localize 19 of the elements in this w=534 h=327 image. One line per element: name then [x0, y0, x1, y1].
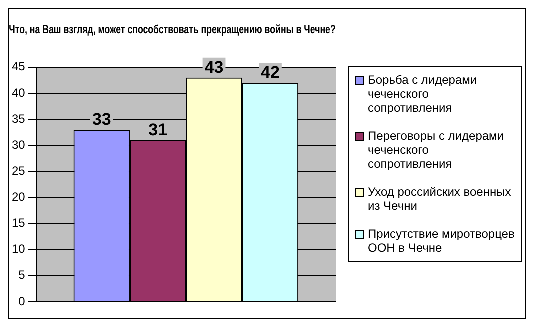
- y-tick-label: 10: [12, 242, 26, 256]
- legend-label: Уход российских военных из Чечни: [368, 184, 512, 212]
- chart-title: Что, на Ваш взгляд, может способствовать прекращению войны в Чечне?: [9, 23, 336, 37]
- y-tick-label: 25: [12, 164, 26, 178]
- data-label: 42: [260, 63, 280, 82]
- y-tick-label: 20: [12, 190, 26, 204]
- y-tick-label: 0: [18, 294, 26, 308]
- y-tick-label: 5: [18, 268, 26, 282]
- data-label: 31: [148, 120, 168, 140]
- y-tick-label: 35: [12, 112, 26, 126]
- data-label: 33: [92, 110, 112, 130]
- legend-label: Борьба с лидерами чеченского сопротивления: [368, 72, 478, 114]
- y-tick-label: 30: [12, 138, 26, 152]
- y-tick-label: 45: [12, 60, 26, 74]
- legend-label: Присутствие миротворцев ООН в Чечне: [368, 226, 515, 254]
- data-label: 43: [204, 58, 224, 78]
- legend-label: Переговоры с лидерами чеченского сопротивления: [368, 128, 505, 170]
- y-tick-label: 15: [12, 216, 26, 230]
- y-tick-label: 40: [12, 86, 26, 100]
